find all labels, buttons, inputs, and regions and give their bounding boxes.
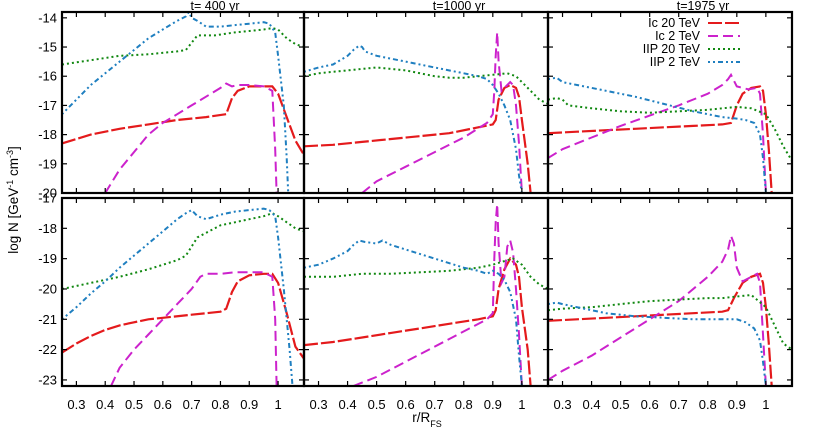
panel-r2-c3-iip-20tev-line — [548, 293, 792, 351]
panel-r1-c3-iip-2tev-line — [548, 76, 767, 193]
panel-r1-c1-frame — [60, 10, 306, 195]
y-tick-label: -19 — [38, 156, 57, 171]
x-tick-label: 0.5 — [368, 397, 386, 412]
panel-r2-c1-ic-20tev-line — [62, 272, 304, 360]
x-tick-label: 0.5 — [612, 397, 630, 412]
panel-r2-c1-iip-20tev-line — [62, 212, 304, 290]
x-tick-label: 0.9 — [484, 397, 502, 412]
x-tick-label: 0.7 — [426, 397, 444, 412]
panel-r2-c2-ic-2tev-line — [353, 204, 523, 386]
panel-r1-c2-iip-2tev-line — [304, 44, 523, 193]
y-tick-label: -19 — [38, 251, 57, 266]
panel-r2-c2-iip-2tev-line — [304, 239, 523, 386]
legend-label-iip-2tev: IIP 2 TeV — [650, 55, 701, 69]
panel-r1-c3-ic-2tev-line — [548, 72, 767, 193]
x-tick-label: 0.9 — [240, 397, 258, 412]
legend-label-iip-20tev: IIP 20 TeV — [643, 42, 701, 56]
x-tick-label: 0.5 — [125, 397, 143, 412]
y-axis-label-sup1: -1 — [5, 180, 15, 188]
y-tick-label: -15 — [38, 40, 57, 55]
panel-r1-c3-ic-20tev-line — [548, 85, 773, 193]
y-tick-label: -20 — [38, 186, 57, 201]
panel-r1-c1-axes: -20 -19 -18 -17 -16 -15 -14 — [38, 10, 306, 201]
panel-r2-c2-ic-20tev-line — [304, 256, 532, 386]
panel-r2-c3-curves — [548, 232, 792, 386]
panel-r1-c1-ic-20tev-line — [62, 85, 304, 156]
panel-r2-c3-ic-2tev-line — [548, 232, 767, 386]
panel-r2-c1-frame — [60, 196, 306, 388]
panel-r2-c2-frame — [302, 196, 550, 388]
y-tick-label: -16 — [38, 69, 57, 84]
x-tick-label: 0.8 — [455, 397, 473, 412]
y-tick-label: -17 — [38, 98, 57, 113]
panel-r2-c3-axes: 0.3 0.4 0.5 0.6 0.7 0.8 0.9 1 — [546, 196, 794, 412]
x-tick-label: 0.4 — [339, 397, 357, 412]
x-tick-label: 1 — [518, 397, 525, 412]
panel-r1-c1-curves — [62, 12, 304, 193]
column-title-1: t= 400 yr — [191, 0, 240, 13]
x-tick-label: 1 — [274, 397, 281, 412]
x-tick-label: 0.9 — [728, 397, 746, 412]
x-tick-label: 0.6 — [154, 397, 172, 412]
x-tick-label: 0.4 — [96, 397, 114, 412]
panel-r2-c2-axes: 0.3 0.4 0.5 0.6 0.7 0.8 0.9 1 — [302, 196, 550, 412]
panel-r1-c3-axes — [546, 10, 794, 195]
panel-r1-c1-ic-2tev-line — [104, 82, 278, 193]
panel-r1-c2-frame — [302, 10, 550, 195]
x-axis-label-sub: FS — [430, 419, 442, 427]
y-tick-label: -18 — [38, 221, 57, 236]
panel-r1-c2-curves — [304, 32, 548, 193]
y-tick-label: -20 — [38, 281, 57, 296]
panel-r1-c2-axes — [302, 10, 550, 195]
x-tick-label: 0.4 — [583, 397, 601, 412]
x-tick-label: 1 — [762, 397, 769, 412]
column-title-2: t=1000 yr — [433, 0, 485, 13]
legend-label-ic-2tev: Ic 2 TeV — [655, 29, 701, 43]
panel-r1-c1-iip-2tev-line — [62, 12, 290, 193]
panel-r2-c1-ic-2tev-line — [110, 271, 278, 386]
panel-r2-c2-iip-20tev-line — [304, 257, 548, 290]
y-axis-label-sup2: -3 — [5, 150, 15, 158]
panel-r1-c3-frame — [546, 10, 794, 195]
panel-r1-c3-curves — [548, 72, 792, 193]
x-tick-label: 0.3 — [553, 397, 571, 412]
panel-r2-c3-frame — [546, 196, 794, 388]
x-tick-label: 0.6 — [397, 397, 415, 412]
x-tick-label: 0.8 — [211, 397, 229, 412]
x-tick-label: 0.3 — [67, 397, 85, 412]
y-tick-label: -23 — [38, 372, 57, 387]
x-tick-label: 0.3 — [309, 397, 327, 412]
y-tick-label: -18 — [38, 127, 57, 142]
legend-label-ic-20tev: Ic 20 TeV — [648, 16, 701, 30]
axes-layer: -20-19-18-17-16-15-140.3 0.4 0.5 0.6 0.7 0.8 0… — [38, 10, 794, 412]
x-axis-label: r/RFS — [412, 410, 442, 427]
panel-r1-c2-iip-20tev-line — [304, 66, 548, 105]
x-tick-label: 0.7 — [670, 397, 688, 412]
y-tick-label: -21 — [38, 312, 57, 327]
x-tick-label: 0.6 — [641, 397, 659, 412]
panel-r2-c1-iip-2tev-line — [62, 207, 294, 386]
panel-r2-c3-iip-2tev-line — [548, 301, 767, 386]
panel-r1-c3-iip-20tev-line — [548, 97, 792, 162]
panel-r1-c2-ic-20tev-line — [304, 83, 532, 193]
column-title-3: t=1975 yr — [677, 0, 729, 13]
y-tick-label: -14 — [38, 10, 57, 25]
x-tick-label: 0.7 — [183, 397, 201, 412]
panel-r2-c1-axes: 0.3 0.4 0.5 0.6 0.7 0.8 0.9 1 -23 -22 -21 -20 -19 -18… — [38, 191, 306, 412]
y-tick-label: -17 — [38, 191, 57, 206]
panel-r1-c1-iip-20tev-line — [62, 27, 304, 66]
panel-r2-c3-ic-20tev-line — [548, 272, 773, 386]
y-tick-label: -22 — [38, 342, 57, 357]
panel-r2-c2-curves — [304, 204, 548, 386]
panel-r1-c2-ic-2tev-line — [361, 32, 523, 193]
curves-layer — [62, 12, 792, 386]
x-tick-label: 0.8 — [699, 397, 717, 412]
panel-r2-c1-curves — [62, 207, 304, 386]
y-axis-label: log N [GeV-1 cm-3] — [5, 146, 21, 254]
